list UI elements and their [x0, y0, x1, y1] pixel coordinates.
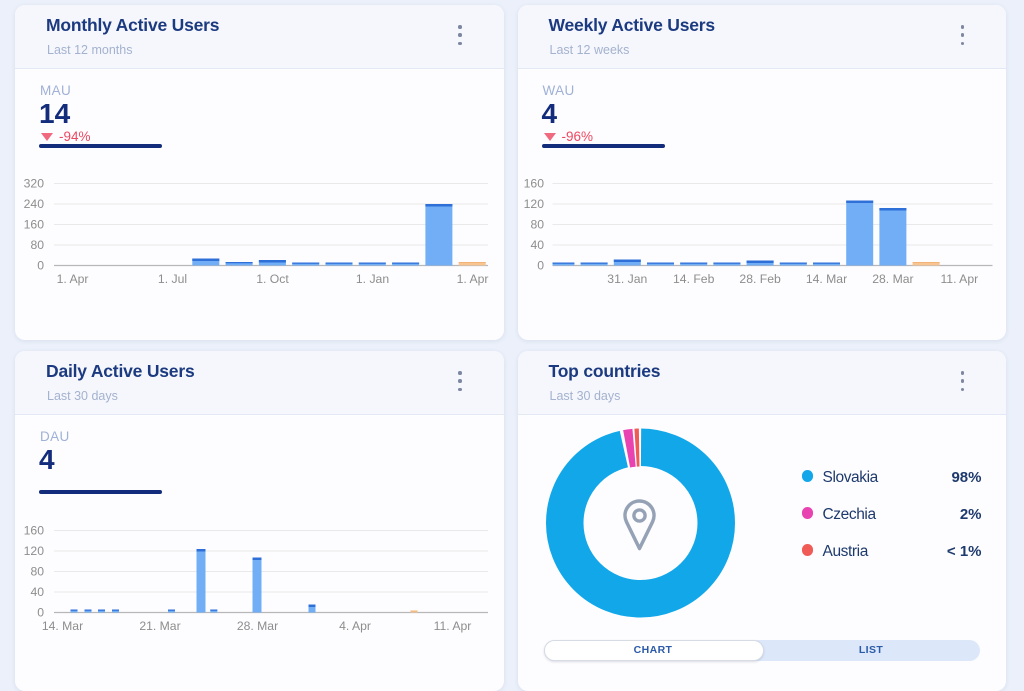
- svg-text:14. Mar: 14. Mar: [42, 619, 83, 633]
- svg-text:31. Jan: 31. Jan: [607, 272, 647, 286]
- svg-text:0: 0: [37, 606, 44, 620]
- svg-text:4. Apr: 4. Apr: [339, 619, 371, 633]
- svg-text:120: 120: [24, 544, 45, 558]
- svg-text:40: 40: [30, 585, 44, 599]
- svg-text:28. Mar: 28. Mar: [872, 272, 913, 286]
- svg-text:160: 160: [523, 177, 544, 191]
- svg-text:1. Oct: 1. Oct: [256, 272, 289, 286]
- svg-text:320: 320: [24, 177, 45, 191]
- svg-text:21. Mar: 21. Mar: [139, 619, 180, 633]
- svg-text:120: 120: [523, 197, 544, 211]
- svg-text:0: 0: [537, 259, 544, 273]
- svg-text:28. Feb: 28. Feb: [739, 272, 781, 286]
- svg-text:160: 160: [24, 218, 45, 232]
- svg-text:1. Jan: 1. Jan: [356, 272, 389, 286]
- svg-text:240: 240: [24, 197, 45, 211]
- svg-text:160: 160: [24, 524, 45, 538]
- svg-text:28. Mar: 28. Mar: [237, 619, 278, 633]
- svg-text:80: 80: [530, 218, 544, 232]
- svg-text:1. Apr: 1. Apr: [57, 272, 89, 286]
- svg-text:11. Apr: 11. Apr: [434, 619, 472, 633]
- svg-text:11. Apr: 11. Apr: [940, 272, 978, 286]
- svg-text:1. Apr: 1. Apr: [457, 272, 489, 286]
- svg-text:1. Jul: 1. Jul: [158, 272, 187, 286]
- svg-text:80: 80: [30, 565, 44, 579]
- svg-text:14. Feb: 14. Feb: [673, 272, 715, 286]
- svg-text:80: 80: [30, 238, 44, 252]
- svg-text:40: 40: [530, 238, 544, 252]
- svg-text:0: 0: [37, 259, 44, 273]
- svg-text:14. Mar: 14. Mar: [805, 272, 846, 286]
